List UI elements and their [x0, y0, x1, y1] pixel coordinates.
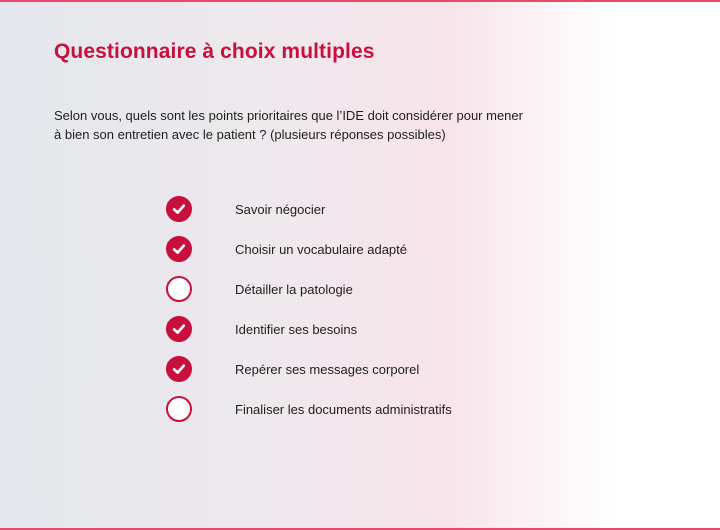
answer-option-label: Détailler la patologie: [235, 281, 353, 297]
answer-options-list: Savoir négocier Choisir un vocabulaire a…: [166, 189, 452, 429]
checkbox[interactable]: [166, 316, 192, 342]
checkbox[interactable]: [166, 276, 192, 302]
answer-option-label: Repérer ses messages corporel: [235, 361, 420, 377]
answer-option[interactable]: Choisir un vocabulaire adapté: [166, 229, 452, 269]
answer-option-label: Finaliser les documents administratifs: [235, 401, 452, 417]
check-icon: [172, 364, 186, 374]
answer-option-label: Choisir un vocabulaire adapté: [235, 241, 407, 257]
answer-option[interactable]: Détailler la patologie: [166, 269, 452, 309]
answer-option-label: Identifier ses besoins: [235, 321, 358, 337]
answer-option[interactable]: Finaliser les documents administratifs: [166, 389, 452, 429]
checkbox[interactable]: [166, 236, 192, 262]
check-icon: [172, 324, 186, 334]
checkbox[interactable]: [166, 356, 192, 382]
checkbox[interactable]: [166, 196, 192, 222]
answer-option-label: Savoir négocier: [235, 201, 326, 217]
answer-option[interactable]: Repérer ses messages corporel: [166, 349, 452, 389]
answer-option[interactable]: Identifier ses besoins: [166, 309, 452, 349]
answer-option[interactable]: Savoir négocier: [166, 189, 452, 229]
question-text: Selon vous, quels sont les points priori…: [54, 108, 523, 142]
quiz-title: Questionnaire à choix multiples: [54, 40, 375, 63]
checkbox[interactable]: [166, 396, 192, 422]
check-icon: [172, 204, 186, 214]
check-icon: [172, 244, 186, 254]
